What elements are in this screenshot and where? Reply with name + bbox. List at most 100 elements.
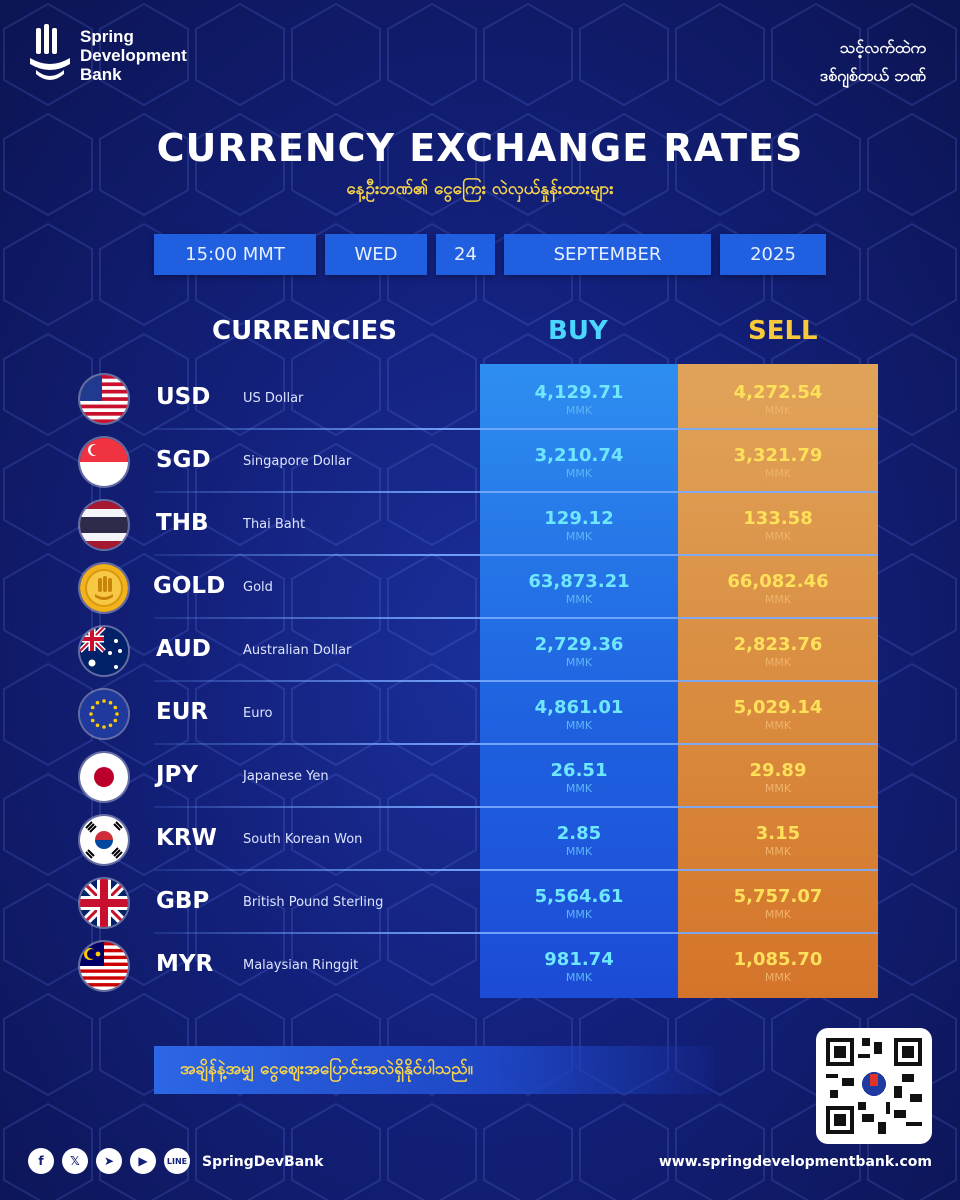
currency-name: Japanese Yen bbox=[243, 769, 329, 784]
currency-code: THB bbox=[156, 510, 209, 536]
sell-unit: MMK bbox=[764, 656, 792, 669]
buy-unit: MMK bbox=[565, 656, 593, 669]
currency-code: AUD bbox=[156, 636, 211, 662]
rate-row-krw: KRW South Korean Won 2.85 MMK 3.15 MMK bbox=[0, 807, 960, 871]
currency-name: British Pound Sterling bbox=[243, 895, 384, 910]
currency-name: Malaysian Ringgit bbox=[243, 958, 359, 973]
uk-flag-icon bbox=[80, 879, 128, 927]
sell-unit: MMK bbox=[764, 593, 792, 606]
currency-name: Gold bbox=[243, 580, 273, 595]
currency-code: JPY bbox=[156, 762, 199, 788]
currency-code: MYR bbox=[156, 951, 214, 977]
row-divider bbox=[154, 680, 878, 682]
currency-name: South Korean Won bbox=[243, 832, 363, 847]
sell-unit: MMK bbox=[764, 404, 792, 417]
buy-unit: MMK bbox=[565, 782, 593, 795]
buy-rate: 5,564.61 bbox=[534, 886, 624, 907]
thailand-flag-icon bbox=[80, 501, 128, 549]
rate-row-eur: EUR Euro 4,861.01 MMK 5,029.14 MMK bbox=[0, 681, 960, 745]
line-icon[interactable]: LINE bbox=[164, 1148, 190, 1174]
currency-code: USD bbox=[156, 384, 211, 410]
buy-rate: 2.85 bbox=[556, 823, 602, 844]
rate-row-sgd: SGD Singapore Dollar 3,210.74 MMK 3,321.… bbox=[0, 429, 960, 493]
facebook-icon[interactable]: f bbox=[28, 1148, 54, 1174]
currency-code: EUR bbox=[156, 699, 209, 725]
currency-name: Singapore Dollar bbox=[243, 454, 352, 469]
buy-unit: MMK bbox=[565, 404, 593, 417]
row-divider bbox=[154, 554, 878, 556]
sell-unit: MMK bbox=[764, 845, 792, 858]
sell-rate: 4,272.54 bbox=[733, 382, 823, 403]
sell-header: SELL bbox=[748, 316, 818, 346]
currency-code: GOLD bbox=[153, 573, 226, 599]
buy-unit: MMK bbox=[565, 908, 593, 921]
rate-row-myr: MYR Malaysian Ringgit 981.74 MMK 1,085.7… bbox=[0, 933, 960, 996]
page-title: CURRENCY EXCHANGE RATES bbox=[156, 126, 804, 170]
social-handle[interactable]: SpringDevBank bbox=[202, 1154, 324, 1170]
month-chip: SEPTEMBER bbox=[504, 234, 711, 275]
currency-name: Thai Baht bbox=[243, 517, 306, 532]
sell-unit: MMK bbox=[764, 467, 792, 480]
qr-code-icon bbox=[826, 1038, 922, 1134]
rate-row-thb: THB Thai Baht 129.12 MMK 133.58 MMK bbox=[0, 492, 960, 556]
currency-name: Euro bbox=[243, 706, 273, 721]
x-icon[interactable]: 𝕏 bbox=[62, 1148, 88, 1174]
us-flag-icon bbox=[80, 375, 128, 423]
buy-rate: 129.12 bbox=[544, 508, 614, 529]
row-divider bbox=[154, 428, 878, 430]
brand-name-line2: Development bbox=[80, 45, 187, 65]
rate-row-usd: USD US Dollar 4,129.71 MMK 4,272.54 MMK bbox=[0, 366, 960, 430]
sell-rate: 5,029.14 bbox=[733, 697, 823, 718]
rate-row-gbp: GBP British Pound Sterling 5,564.61 MMK … bbox=[0, 870, 960, 934]
buy-unit: MMK bbox=[565, 467, 593, 480]
row-divider bbox=[154, 491, 878, 493]
sell-unit: MMK bbox=[764, 530, 792, 543]
youtube-icon[interactable]: ▶ bbox=[130, 1148, 156, 1174]
rate-row-aud: AUD Australian Dollar 2,729.36 MMK 2,823… bbox=[0, 618, 960, 682]
brand-name-line1: Spring bbox=[80, 26, 134, 46]
sell-rate: 29.89 bbox=[749, 760, 807, 781]
sell-unit: MMK bbox=[764, 719, 792, 732]
sell-rate: 3,321.79 bbox=[733, 445, 823, 466]
date-bar: 15:00 MMT WED 24 SEPTEMBER 2025 bbox=[0, 234, 960, 276]
bank-logo-icon bbox=[30, 24, 70, 80]
korea-flag-icon bbox=[80, 816, 128, 864]
row-divider bbox=[154, 806, 878, 808]
website-link[interactable]: www.springdevelopmentbank.com bbox=[658, 1154, 932, 1170]
row-divider bbox=[154, 869, 878, 871]
japan-flag-icon bbox=[80, 753, 128, 801]
sell-rate: 3.15 bbox=[755, 823, 801, 844]
buy-rate: 63,873.21 bbox=[528, 571, 630, 592]
buy-rate: 4,129.71 bbox=[534, 382, 624, 403]
buy-unit: MMK bbox=[565, 971, 593, 984]
sell-unit: MMK bbox=[764, 971, 792, 984]
time-chip: 15:00 MMT bbox=[154, 234, 316, 275]
buy-rate: 981.74 bbox=[544, 949, 614, 970]
tagline: သင့်လက်ထဲက ဒစ်ဂျစ်တယ် ဘဏ် bbox=[820, 34, 926, 90]
currency-code: GBP bbox=[156, 888, 210, 914]
australia-flag-icon bbox=[80, 627, 128, 675]
year-chip: 2025 bbox=[720, 234, 826, 275]
telegram-icon[interactable]: ➤ bbox=[96, 1148, 122, 1174]
sell-rate: 1,085.70 bbox=[733, 949, 823, 970]
social-links: f 𝕏 ➤ ▶ LINE bbox=[28, 1148, 190, 1174]
buy-unit: MMK bbox=[565, 845, 593, 858]
buy-unit: MMK bbox=[565, 593, 593, 606]
page-subtitle: နေ့ဦးဘဏ်၏ ငွေကြေး လဲလှယ်နှုန်းထားများ bbox=[346, 179, 614, 199]
qr-code[interactable] bbox=[816, 1028, 932, 1144]
brand-logo-block[interactable]: Spring Development Bank bbox=[28, 24, 187, 86]
rate-row-jpy: JPY Japanese Yen 26.51 MMK 29.89 MMK bbox=[0, 744, 960, 808]
tagline-line2: ဒစ်ဂျစ်တယ် ဘဏ် bbox=[819, 66, 926, 85]
weekday-chip: WED bbox=[325, 234, 427, 275]
buy-unit: MMK bbox=[565, 719, 593, 732]
brand-name-line3: Bank bbox=[80, 64, 122, 84]
buy-rate: 26.51 bbox=[550, 760, 608, 781]
notice-text: အချိန်နဲ့အမျှ ငွေဈေးအပြောင်းအလဲရှိနိုင်ပ… bbox=[180, 1058, 473, 1079]
day-chip: 24 bbox=[436, 234, 495, 275]
sell-rate: 2,823.76 bbox=[733, 634, 823, 655]
buy-unit: MMK bbox=[565, 530, 593, 543]
sell-rate: 5,757.07 bbox=[733, 886, 823, 907]
currencies-header: CURRENCIES bbox=[212, 316, 397, 346]
singapore-flag-icon bbox=[80, 438, 128, 486]
buy-rate: 2,729.36 bbox=[534, 634, 624, 655]
